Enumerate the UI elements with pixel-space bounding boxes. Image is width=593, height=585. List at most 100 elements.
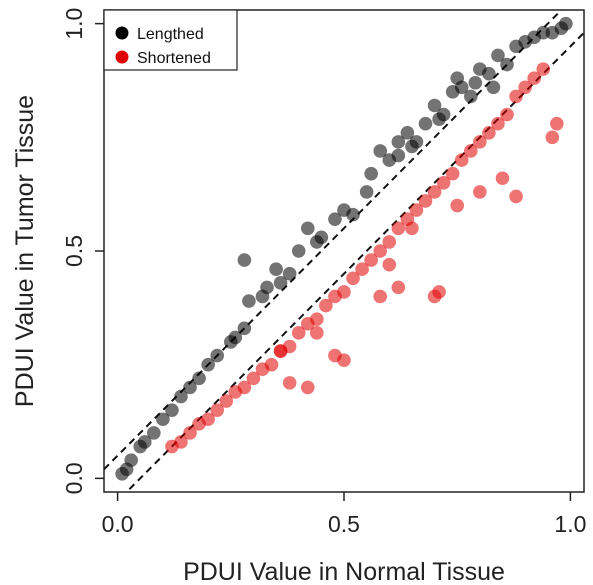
point-lengthed-39: [463, 89, 478, 104]
point-lengthed-52: [468, 75, 483, 90]
point-shortened-6: [219, 394, 234, 408]
point-shortened-37: [500, 107, 514, 122]
point-lengthed-50: [559, 16, 573, 31]
point-lengthed-11: [201, 357, 215, 372]
point-shortened-23: [373, 244, 388, 258]
y-tick-label-1: 0.5: [61, 235, 87, 267]
point-lengthed-2: [124, 453, 138, 467]
point-shortened-59: [282, 376, 297, 390]
point-shortened-35: [482, 125, 496, 140]
point-shortened-21: [355, 262, 369, 276]
point-lengthed-16: [242, 294, 256, 308]
point-shortened-4: [201, 412, 215, 427]
point-lengthed-34: [427, 98, 442, 113]
point-lengthed-4: [137, 435, 152, 449]
point-shortened-14: [291, 326, 306, 340]
point-shortened-30: [436, 175, 451, 190]
point-lengthed-5: [147, 426, 161, 440]
point-lengthed-53: [432, 112, 446, 126]
data-points: [115, 16, 573, 481]
point-shortened-42: [545, 130, 560, 145]
point-shortened-41: [536, 62, 551, 76]
point-lengthed-43: [500, 57, 514, 72]
x-tick-label-1: 0.5: [328, 511, 360, 537]
point-lengthed-25: [346, 207, 360, 222]
point-lengthed-27: [364, 166, 378, 181]
legend-label-shortened: Shortened: [137, 50, 211, 67]
legend-marker-shortened: [115, 50, 129, 64]
point-lengthed-9: [183, 380, 197, 395]
point-shortened-22: [364, 253, 378, 267]
x-axis-label: PDUI Value in Normal Tissue: [183, 558, 505, 585]
point-shortened-5: [210, 403, 225, 417]
point-shortened-32: [454, 153, 469, 167]
legend: Lengthed Shortened: [103, 9, 238, 71]
point-lengthed-10: [192, 371, 206, 386]
point-shortened-39: [518, 80, 532, 95]
point-lengthed-7: [165, 403, 179, 417]
point-lengthed-58: [273, 276, 288, 290]
point-shortened-38: [509, 89, 523, 104]
point-lengthed-28: [373, 144, 388, 158]
point-shortened-11: [264, 357, 279, 372]
point-shortened-1: [174, 435, 188, 449]
point-shortened-50: [495, 171, 510, 186]
point-lengthed-41: [482, 66, 496, 81]
point-lengthed-12: [210, 348, 225, 363]
point-lengthed-38: [454, 80, 469, 95]
point-shortened-56: [373, 289, 388, 304]
point-shortened-46: [382, 257, 397, 272]
point-shortened-27: [409, 203, 424, 217]
point-lengthed-59: [228, 330, 243, 345]
y-axis: 0.0 0.5 1.0: [61, 8, 104, 494]
point-shortened-29: [427, 185, 442, 199]
point-lengthed-18: [260, 280, 274, 295]
legend-marker-lengthed: [115, 26, 129, 40]
point-lengthed-51: [486, 80, 501, 95]
point-lengthed-26: [359, 185, 374, 199]
point-shortened-2: [183, 426, 197, 440]
point-shortened-33: [463, 144, 478, 158]
point-shortened-28: [418, 194, 433, 208]
point-lengthed-21: [300, 221, 315, 236]
point-shortened-20: [346, 271, 360, 286]
point-shortened-25: [391, 221, 406, 236]
point-shortened-17: [319, 298, 333, 313]
point-lengthed-30: [391, 148, 406, 163]
point-lengthed-23: [328, 212, 342, 226]
point-shortened-49: [473, 185, 487, 199]
point-shortened-57: [391, 280, 406, 295]
x-tick-label-2: 1.0: [554, 511, 586, 537]
point-lengthed-42: [491, 48, 505, 63]
point-shortened-16: [310, 312, 324, 327]
point-shortened-31: [445, 166, 460, 181]
y-axis-label: PDUI Value in Tumor Tissue: [11, 95, 39, 407]
x-tick-label-0: 0.0: [102, 511, 134, 537]
point-lengthed-8: [174, 389, 188, 404]
y-tick-label-0: 0.0: [61, 462, 87, 494]
point-lengthed-54: [405, 139, 419, 154]
point-shortened-51: [509, 189, 523, 204]
point-shortened-19: [337, 285, 351, 299]
y-tick-label-2: 1.0: [61, 8, 87, 40]
point-shortened-34: [473, 135, 487, 149]
point-shortened-40: [527, 71, 541, 86]
point-shortened-55: [273, 344, 288, 358]
point-lengthed-57: [310, 235, 324, 249]
point-shortened-24: [382, 235, 397, 249]
point-lengthed-33: [418, 116, 433, 131]
point-lengthed-56: [291, 244, 306, 258]
point-lengthed-14: [237, 321, 252, 336]
point-lengthed-31: [400, 125, 415, 140]
point-lengthed-55: [391, 135, 406, 149]
point-shortened-53: [337, 353, 351, 367]
point-shortened-45: [432, 285, 446, 299]
point-lengthed-6: [156, 412, 170, 427]
point-shortened-58: [310, 326, 324, 340]
point-lengthed-20: [282, 266, 297, 281]
x-axis: 0.0 0.5 1.0: [102, 492, 586, 537]
point-shortened-9: [246, 371, 261, 386]
point-shortened-43: [550, 116, 564, 131]
point-shortened-36: [491, 116, 505, 131]
